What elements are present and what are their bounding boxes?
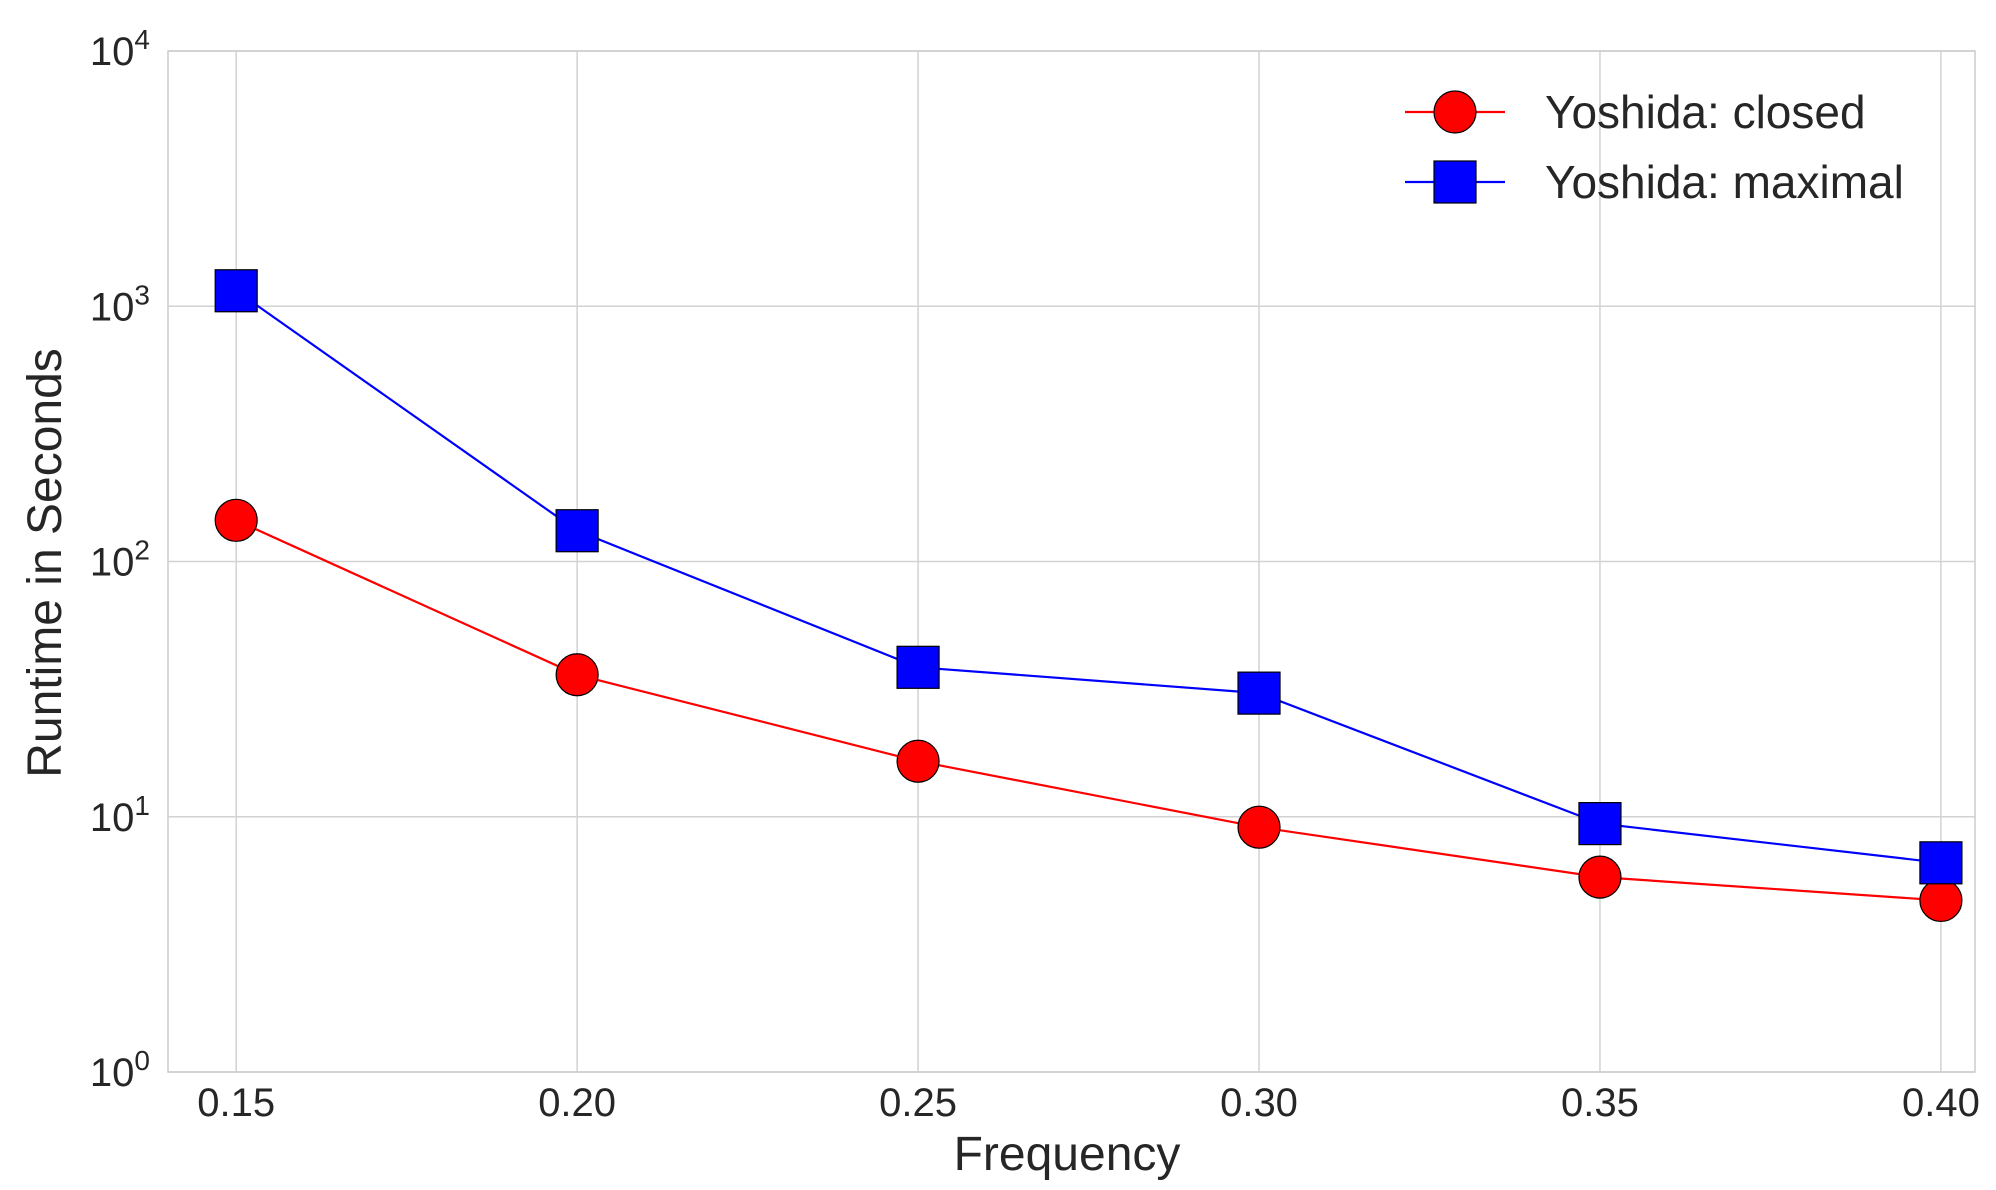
data-point bbox=[1578, 802, 1622, 846]
y-tick-label: 101 bbox=[90, 790, 150, 840]
legend-label: Yoshida: maximal bbox=[1545, 156, 1904, 208]
y-axis-label: Runtime in Seconds bbox=[19, 348, 72, 778]
legend-entry: Yoshida: closed bbox=[1405, 86, 1866, 138]
data-point bbox=[1919, 841, 1963, 885]
legend: Yoshida: closed Yoshida: maximal bbox=[1405, 86, 1904, 208]
y-tick-label: 103 bbox=[90, 279, 150, 329]
y-tick-label: 102 bbox=[90, 535, 150, 585]
series-2 bbox=[214, 269, 1963, 885]
legend-marker bbox=[1433, 160, 1477, 204]
x-tick-label: 0.30 bbox=[1220, 1081, 1298, 1125]
y-tick-label: 104 bbox=[90, 24, 150, 74]
data-point bbox=[555, 653, 599, 697]
y-axis-ticks: 100 101 102 103 104 bbox=[90, 24, 150, 1095]
legend-label: Yoshida: closed bbox=[1545, 86, 1866, 138]
data-point bbox=[896, 645, 940, 689]
x-tick-label: 0.20 bbox=[538, 1081, 616, 1125]
series-line bbox=[235, 289, 1942, 864]
x-tick-label: 0.25 bbox=[879, 1081, 957, 1125]
series-1 bbox=[214, 498, 1963, 923]
x-tick-label: 0.40 bbox=[1902, 1081, 1980, 1125]
data-point bbox=[1237, 671, 1281, 715]
x-axis-ticks: 0.15 0.20 0.25 0.30 0.35 0.40 bbox=[197, 1081, 1980, 1125]
data-point bbox=[1578, 855, 1622, 899]
data-series bbox=[214, 269, 1963, 923]
legend-marker bbox=[1433, 90, 1477, 134]
y-tick-label: 100 bbox=[90, 1045, 150, 1095]
data-point bbox=[896, 739, 940, 783]
data-point bbox=[214, 498, 258, 542]
data-point bbox=[1919, 878, 1963, 923]
x-tick-label: 0.15 bbox=[197, 1081, 275, 1125]
data-point bbox=[214, 269, 258, 313]
x-axis-label: Frequency bbox=[954, 1128, 1181, 1181]
data-point bbox=[1237, 805, 1281, 849]
x-tick-label: 0.35 bbox=[1561, 1081, 1639, 1125]
legend-entry: Yoshida: maximal bbox=[1405, 156, 1904, 208]
series-line bbox=[235, 519, 1941, 902]
plot-frame bbox=[167, 50, 1976, 1073]
data-point bbox=[555, 509, 599, 553]
